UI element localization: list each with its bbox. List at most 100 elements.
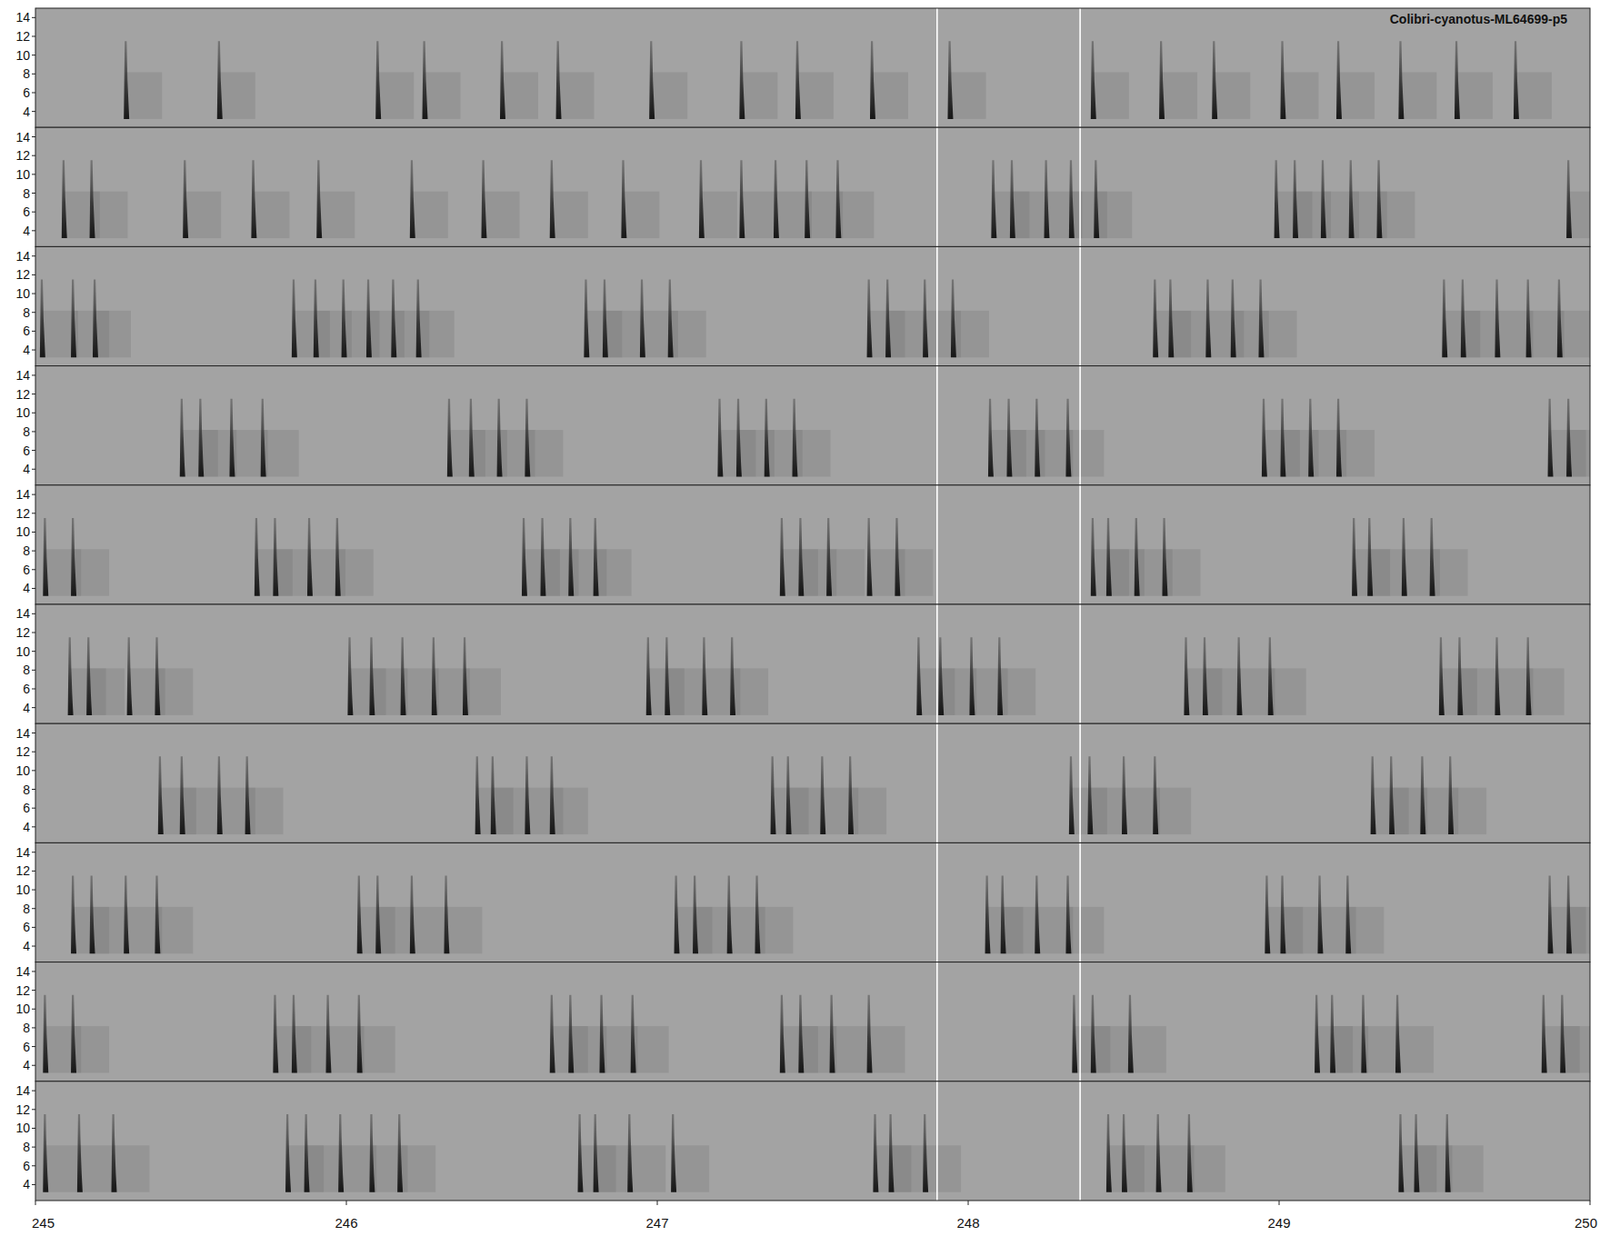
note-smear (501, 71, 539, 119)
y-tick (31, 908, 36, 910)
y-tick (31, 350, 36, 351)
note (447, 399, 453, 478)
note-smear (629, 1145, 666, 1192)
note-smear (113, 1145, 150, 1192)
note-smear (740, 71, 778, 119)
note-smear (1189, 1145, 1226, 1192)
note (369, 1114, 375, 1193)
y-tick (31, 588, 36, 590)
note-smear (262, 430, 300, 477)
note (540, 518, 546, 597)
note (739, 40, 745, 120)
note (400, 637, 407, 716)
note (798, 518, 804, 597)
y-tick-label: 12 (15, 625, 30, 640)
y-tick-label: 12 (15, 387, 30, 402)
note (422, 40, 429, 120)
y-tick (31, 274, 36, 276)
note-smear (1561, 1026, 1590, 1073)
note (347, 637, 353, 716)
note (1211, 40, 1218, 120)
y-tick (31, 808, 36, 810)
y-tick (31, 1147, 36, 1149)
panel-background (35, 842, 1590, 962)
marker-line (936, 366, 939, 486)
y-tick-label: 4 (22, 700, 30, 716)
note-smear (72, 1026, 110, 1073)
note (375, 40, 381, 120)
y-tick-label: 8 (22, 305, 30, 320)
note (338, 1114, 344, 1193)
note (1336, 40, 1342, 120)
y-tick-label: 10 (15, 1120, 30, 1136)
note-smear (1338, 430, 1375, 477)
note (985, 876, 991, 955)
y-tick-label: 10 (15, 763, 30, 779)
y-tick-label: 14 (15, 249, 30, 264)
note (1420, 756, 1426, 835)
note-smear (399, 1145, 436, 1192)
note (1566, 399, 1572, 478)
y-tick (31, 890, 36, 891)
note (254, 518, 260, 597)
note (250, 160, 257, 239)
y-tick (31, 1027, 36, 1029)
y-tick-label: 14 (15, 845, 30, 860)
note (786, 756, 792, 835)
panel-background (35, 246, 1590, 366)
y-tick (31, 707, 36, 709)
x-tick (346, 1200, 348, 1206)
y-tick-label: 6 (22, 204, 30, 220)
note-smear (411, 191, 449, 239)
note (1187, 1114, 1193, 1193)
note (77, 1114, 83, 1193)
y-tick (31, 311, 36, 313)
note (804, 160, 810, 239)
note (620, 160, 627, 239)
note (70, 518, 77, 597)
note (390, 280, 397, 359)
panel-marks (42, 1081, 1483, 1201)
note (1413, 1114, 1420, 1193)
note (1230, 280, 1237, 359)
note (1261, 399, 1268, 478)
y-tick-label: 10 (15, 1001, 30, 1017)
note (1090, 518, 1097, 597)
note-smear (1450, 788, 1487, 835)
note (1274, 160, 1280, 239)
note (1548, 876, 1554, 955)
note (701, 637, 708, 716)
note-smear (871, 71, 909, 119)
note (599, 995, 605, 1074)
x-tick-label: 249 (1267, 1215, 1290, 1231)
note (988, 399, 994, 478)
y-tick (31, 770, 36, 771)
note-smear (359, 1026, 396, 1073)
note (872, 1114, 879, 1193)
note (1398, 40, 1404, 120)
y-tick-label: 6 (22, 85, 30, 100)
note-smear (831, 1026, 869, 1073)
note (950, 280, 957, 359)
y-tick (31, 412, 36, 414)
x-tick (1279, 1200, 1280, 1206)
note-smear (1092, 71, 1130, 119)
y-tick (31, 430, 36, 432)
marker-line (1079, 1081, 1081, 1201)
note-smear (604, 310, 641, 358)
note (649, 40, 655, 120)
note (341, 280, 348, 359)
note-smear (1397, 1026, 1434, 1073)
note-smear (999, 668, 1036, 715)
y-tick (31, 531, 36, 533)
note (550, 756, 556, 835)
note (1093, 160, 1100, 239)
y-tick-label: 4 (22, 1058, 30, 1073)
y-tick (31, 688, 36, 690)
panel-background (35, 127, 1590, 247)
note-smear (274, 549, 311, 596)
note-smear (694, 907, 731, 954)
y-tick-label: 4 (22, 820, 30, 835)
note (180, 399, 186, 478)
note (316, 160, 322, 239)
